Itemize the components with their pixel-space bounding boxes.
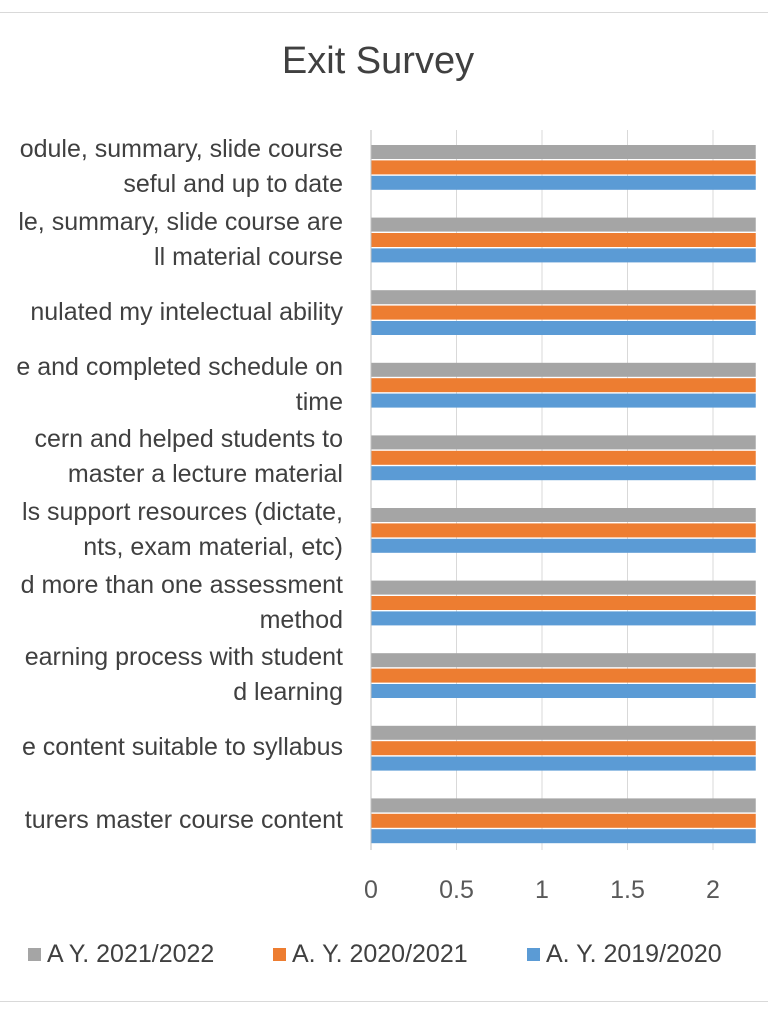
category-label: odule, summary, slide course seful and up… (20, 132, 343, 202)
category-label-line: cern and helped students to (34, 425, 343, 454)
bar (371, 668, 756, 683)
category-label-line: method (259, 605, 343, 634)
category-label: earning process with student d learning (25, 640, 343, 710)
bar (371, 160, 756, 175)
category-label-line: e and completed schedule on (16, 352, 343, 381)
legend-label: A. Y. 2020/2021 (292, 940, 468, 968)
bar (371, 217, 756, 232)
legend-item: A Y. 2021/2022 (28, 940, 214, 969)
x-tick-label: 1.5 (610, 876, 645, 904)
bar (371, 378, 756, 393)
bar (371, 829, 756, 844)
bar (371, 508, 756, 522)
legend: A Y. 2021/2022 A. Y. 2020/2021 A. Y. 2019/… (0, 940, 768, 976)
bar (371, 538, 756, 553)
category-label-line: ll material course (154, 242, 343, 271)
x-tick-label: 1 (535, 876, 549, 904)
category-label-line: odule, summary, slide course (19, 135, 343, 163)
category-label-line: le, summary, slide course are (18, 207, 343, 236)
bar (371, 756, 756, 771)
bar (371, 798, 756, 813)
category-label: e content suitable to syllabus (22, 730, 343, 765)
bar (371, 450, 756, 465)
bar (371, 611, 756, 626)
bar (371, 523, 756, 538)
legend-item: A. Y. 2019/2020 (527, 940, 722, 969)
category-label-line: seful and up to date (123, 170, 343, 198)
legend-label: A. Y. 2019/2020 (546, 940, 722, 968)
bar (371, 305, 756, 320)
chart-area (0, 12, 768, 1002)
bar (371, 653, 756, 668)
category-label: d more than one assessment method (21, 568, 343, 638)
category-label: cern and helped students to master a lect… (34, 422, 343, 492)
legend-swatch (273, 948, 286, 961)
bar (371, 290, 756, 305)
bar (371, 596, 756, 610)
category-label-line: e content suitable to syllabus (21, 733, 343, 762)
category-label-line: nts, exam material, etc) (83, 533, 343, 561)
bar (371, 725, 756, 740)
bar (371, 233, 756, 247)
category-label-line: time (295, 387, 343, 416)
legend-label: A Y. 2021/2022 (47, 940, 215, 968)
bar (371, 248, 756, 263)
bar (371, 466, 756, 481)
legend-swatch (527, 948, 540, 961)
bar (371, 813, 756, 828)
bar (371, 362, 756, 377)
category-label-line: earning process with student (24, 643, 343, 672)
bar (371, 393, 756, 408)
chart-title: Exit Survey (281, 40, 475, 82)
x-tick-label: 2 (706, 876, 720, 904)
category-label-line: nulated my intelectual ability (30, 297, 343, 326)
legend-swatch (28, 948, 41, 961)
category-label: e and completed schedule on time (16, 350, 343, 420)
bar (371, 684, 756, 698)
x-tick-label: 0.5 (439, 876, 474, 904)
bar (371, 175, 756, 190)
category-label-line: ls support resources (dictate, (22, 498, 343, 526)
bar (371, 321, 756, 335)
category-label: ls support resources (dictate, nts, exam … (22, 495, 343, 565)
bar (371, 580, 756, 595)
category-label: turers master course content (25, 803, 343, 838)
category-label-line: turers master course content (24, 805, 343, 834)
bar (371, 435, 756, 450)
category-label: le, summary, slide course are ll material… (18, 205, 343, 275)
category-label-line: master a lecture material (67, 460, 343, 489)
category-label: nulated my intelectual ability (30, 295, 343, 330)
legend-item: A. Y. 2020/2021 (273, 940, 468, 969)
bar (371, 145, 756, 159)
x-tick-label: 0 (364, 876, 378, 904)
bar (371, 741, 756, 756)
category-label-line: d learning (233, 678, 343, 707)
category-label-line: d more than one assessment (20, 570, 343, 599)
